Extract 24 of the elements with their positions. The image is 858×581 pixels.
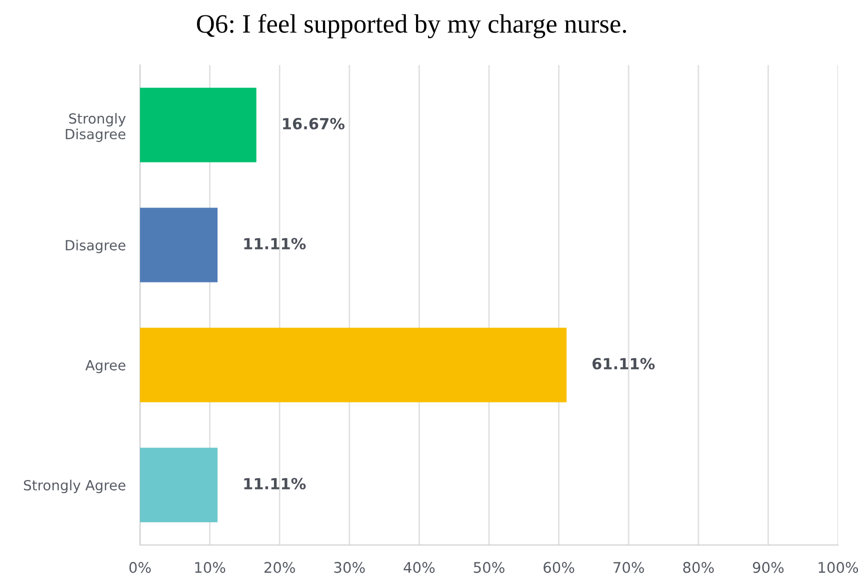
x-tick-label: 10% <box>195 562 226 573</box>
x-tick-label: 0% <box>129 562 151 573</box>
bar <box>140 328 567 402</box>
x-tick-label: 100% <box>818 562 858 573</box>
bar <box>140 88 256 162</box>
y-tick-label: Agree <box>85 360 126 374</box>
y-tick-label: Disagree <box>66 240 126 254</box>
x-tick-label: 80% <box>683 562 714 573</box>
bar <box>140 208 218 282</box>
x-tick-label: 90% <box>752 562 784 573</box>
x-tick-label: 40% <box>404 562 435 573</box>
x-tick-label: 60% <box>544 562 574 573</box>
data-label: 11.11% <box>244 238 306 250</box>
x-tick-label: 50% <box>474 562 504 573</box>
y-tick-label: Strongly Disagree <box>66 113 126 142</box>
x-tick-label: 30% <box>334 562 365 573</box>
data-label: 11.11% <box>244 478 306 490</box>
y-tick-label: Strongly Agree <box>24 480 126 494</box>
data-label: 16.67% <box>283 118 345 130</box>
x-tick-label: 20% <box>264 562 295 573</box>
bar <box>140 448 218 522</box>
x-tick-label: 70% <box>614 562 644 573</box>
data-label: 61.11% <box>592 358 655 370</box>
chart-title: Q6: I feel supported by my charge nurse. <box>196 14 626 38</box>
